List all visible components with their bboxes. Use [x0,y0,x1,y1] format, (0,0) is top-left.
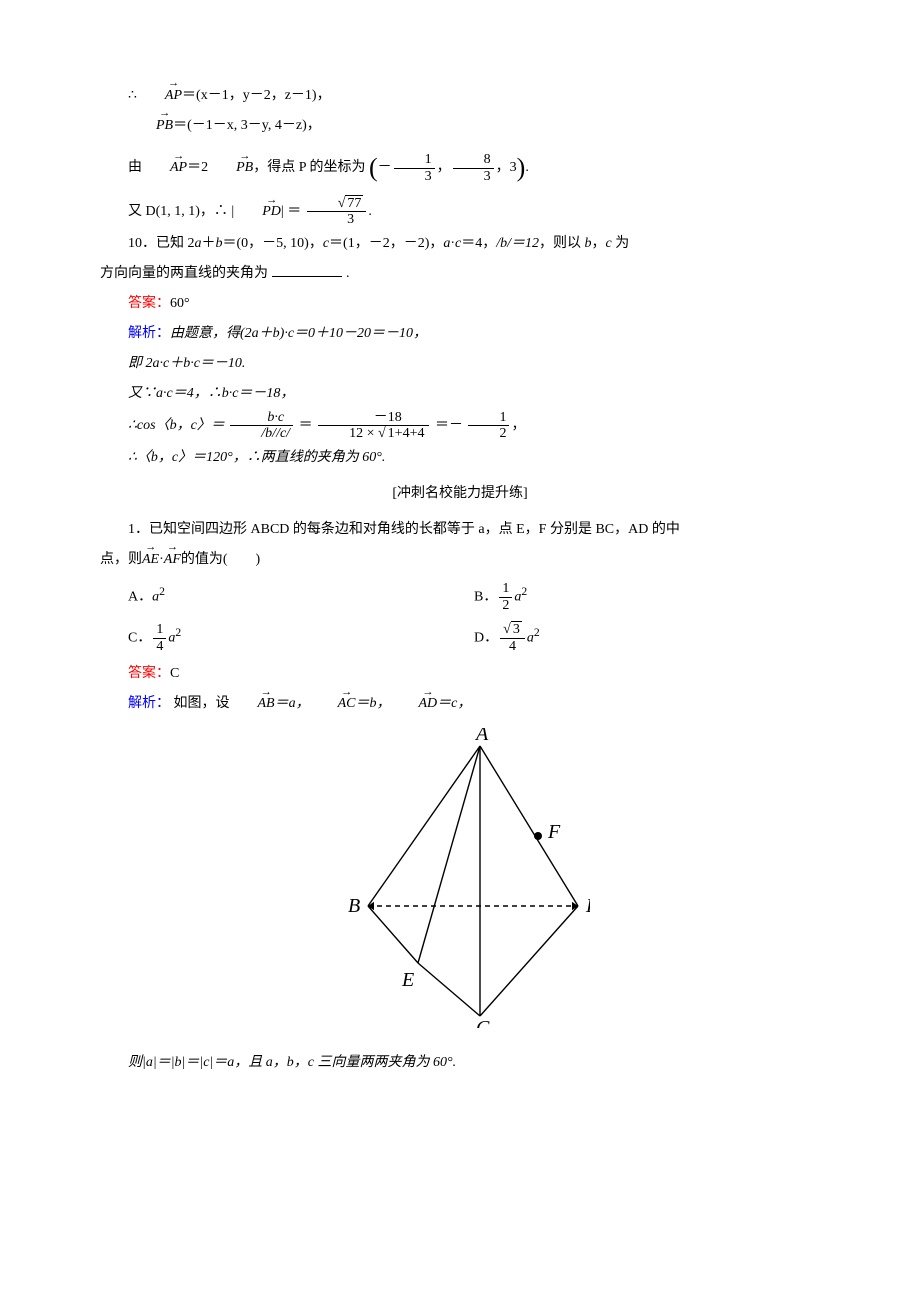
q10-ana-2: 即 2a·c＋b·c＝－10. [100,350,820,378]
blank-input [272,262,342,277]
pre-line-2: PB＝(－1－x, 3－y, 4－z)， [100,112,820,140]
analysis-label: 解析： [128,326,170,341]
q10-stem-1: 10．已知 2a＋b＝(0，－5, 10)，c＝(1，－2，－2)，a·c＝4，… [100,230,820,258]
q10-stem-2: 方向向量的两直线的夹角为. [100,260,820,288]
q1-option-b: B．12a2 [474,576,820,617]
section-title: [冲刺名校能力提升练] [100,480,820,508]
page: ∴AP＝(x－1，y－2，z－1)， PB＝(－1－x, 3－y, 4－z)， … [0,0,920,1302]
pre-line-1: ∴AP＝(x－1，y－2，z－1)， [100,82,820,110]
answer-label: 答案： [128,296,170,311]
svg-text:A: A [474,728,489,745]
q1-option-d: D．√34a2 [474,617,820,658]
q10-ana-1: 解析：由题意，得(2a＋b)·c＝0＋10－20＝－10， [100,320,820,348]
tetrahedron-diagram: A B C D E F [330,728,590,1028]
q10-ana-5: ∴〈b，c〉＝120°，∴两直线的夹角为 60°. [100,444,820,472]
pre-line-4: 又 D(1, 1, 1)，∴ |PD| ＝ √773. [100,196,820,228]
svg-text:E: E [401,969,414,991]
pre-line-3: 由AP＝2PB，得点 P 的坐标为 (－13，83，3). [100,142,820,194]
q1-ana-1: 解析： 如图，设AB＝a，AC＝b，AD＝c， [100,690,820,718]
q1-stem-1: 1．已知空间四边形 ABCD 的每条边和对角线的长都等于 a，点 E，F 分别是… [100,516,820,544]
q1-diagram: A B C D E F [100,728,820,1039]
q1-options: A．a2 B．12a2 C．14a2 D．√34a2 [128,576,820,659]
answer-label: 答案： [128,666,170,681]
analysis-label: 解析： [128,696,170,711]
q10-ana-3: 又∵a·c＝4，∴b·c＝－18， [100,380,820,408]
svg-text:F: F [547,821,561,843]
svg-text:C: C [476,1017,490,1028]
q1-stem-2: 点，则AE·AF的值为( ) [100,546,820,574]
svg-text:B: B [348,895,360,917]
q10-answer: 答案：60° [100,290,820,318]
q1-option-a: A．a2 [128,576,474,617]
q1-answer: 答案：C [100,660,820,688]
q1-option-c: C．14a2 [128,617,474,658]
svg-text:D: D [585,895,590,917]
q10-ana-4: ∴cos〈b，c〉＝ b·c/b//c/ ＝ －1812 × √1+4+4 ＝－… [100,410,820,442]
q1-ana-2: 则|a|＝|b|＝|c|＝a，且 a，b，c 三向量两两夹角为 60°. [100,1049,820,1077]
